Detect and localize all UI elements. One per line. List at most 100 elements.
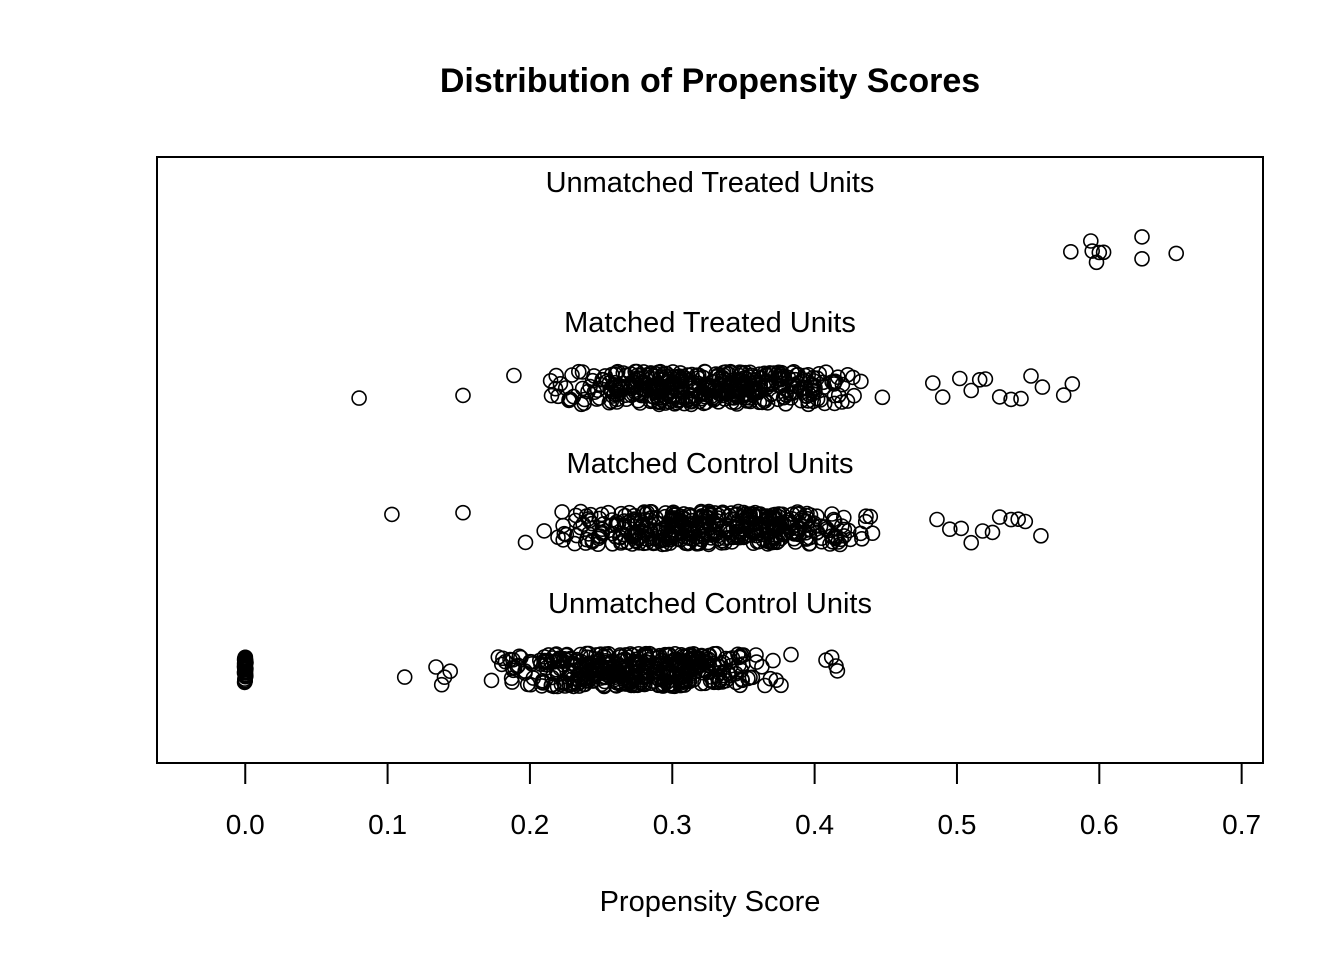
group-label-matched-treated: Matched Treated Units (564, 307, 856, 339)
point-group-2 (711, 382, 728, 399)
point-group-2 (627, 384, 644, 401)
point-group-2 (586, 368, 602, 384)
point-group-4 (442, 663, 459, 680)
point-group-2 (588, 391, 605, 407)
point-group-3 (677, 535, 694, 552)
point-group-4 (757, 677, 773, 694)
point-group-2 (816, 379, 833, 395)
point-group-3 (827, 529, 844, 546)
point-group-2 (830, 387, 847, 404)
point-group-2 (834, 376, 851, 393)
chart-title: Distribution of Propensity Scores (440, 62, 980, 100)
point-group-4 (661, 646, 678, 663)
point-group-2 (853, 373, 869, 390)
point-group-3 (617, 507, 633, 524)
point-group-2 (628, 363, 645, 380)
point-group-4 (748, 654, 765, 670)
point-group-2 (800, 392, 816, 409)
point-group-3 (550, 529, 566, 546)
point-group-2 (744, 384, 761, 401)
x-tick-label: 0.0 (226, 809, 265, 840)
point-group-1 (1063, 244, 1079, 260)
x-axis: 0.0 0.1 0.2 0.3 0.4 0.5 0.6 0.7 (226, 762, 1261, 840)
point-group-3 (615, 526, 632, 543)
point-group-3 (767, 526, 783, 543)
group-label-unmatched-control: Unmatched Control Units (548, 588, 872, 620)
point-group-3 (554, 504, 570, 520)
point-group-2 (770, 391, 786, 408)
point-group-1 (1084, 243, 1100, 259)
point-group-3 (705, 513, 722, 530)
point-group-4 (660, 654, 677, 670)
point-group-2 (613, 381, 629, 398)
point-group-3 (852, 525, 869, 542)
point-group-3 (604, 535, 621, 552)
point-group-2 (706, 381, 723, 398)
point-group-3 (624, 536, 641, 552)
point-group-4 (694, 664, 711, 681)
point-group-2 (582, 378, 598, 395)
point-group-3 (809, 508, 825, 525)
point-group-4 (577, 676, 593, 693)
point-group-1 (1083, 233, 1099, 249)
point-group-4 (558, 647, 575, 664)
point-group-4 (603, 664, 619, 680)
point-group-4 (546, 653, 563, 670)
point-group-3 (697, 513, 714, 530)
point-zero-cluster (237, 661, 253, 677)
point-group-2 (688, 367, 705, 384)
point-group-3 (568, 527, 585, 544)
group-label-unmatched-treated: Unmatched Treated Units (546, 167, 875, 199)
point-group-2 (506, 367, 522, 384)
point-group-3 (765, 507, 781, 523)
point-group-2 (700, 382, 717, 399)
point-group-2 (790, 366, 806, 383)
point-group-2 (576, 391, 593, 408)
point-group-4 (829, 663, 846, 679)
point-group-4 (595, 648, 612, 664)
point-group-2 (846, 387, 862, 404)
point-group-2 (963, 382, 980, 399)
point-group-2 (643, 366, 660, 382)
point-group-2 (971, 371, 988, 388)
point-group-3 (953, 520, 970, 537)
point-group-4 (433, 676, 450, 693)
point-group-4 (765, 652, 781, 669)
point-group-4 (636, 656, 652, 672)
point-group-4 (773, 677, 789, 694)
point-group-3 (799, 505, 815, 522)
point-group-3 (578, 531, 595, 548)
point-group-3 (637, 511, 654, 528)
point-group-3 (858, 508, 874, 525)
point-group-2 (642, 381, 658, 398)
point-group-3 (929, 511, 945, 528)
point-group-3 (759, 508, 775, 524)
point-group-4 (653, 655, 669, 672)
point-group-4 (658, 664, 675, 681)
point-group-4 (627, 651, 644, 668)
point-group-3 (724, 534, 740, 550)
point-group-1 (1134, 250, 1150, 267)
point-group-2 (977, 371, 994, 387)
point-group-3 (613, 535, 629, 551)
point-group-2 (729, 377, 746, 393)
point-group-3 (636, 504, 653, 520)
point-group-2 (747, 382, 763, 399)
point-group-3 (991, 509, 1008, 525)
point-group-3 (941, 521, 958, 538)
point-group-3 (663, 528, 680, 544)
point-group-4 (681, 648, 697, 664)
point-group-1 (1091, 244, 1108, 261)
point-group-2 (646, 377, 662, 393)
point-group-2 (1064, 376, 1081, 392)
point-group-3 (675, 510, 692, 526)
point-group-2 (826, 395, 843, 412)
point-group-1 (1095, 244, 1112, 261)
point-group-3 (626, 525, 643, 541)
x-tick-label: 0.3 (653, 809, 692, 840)
point-group-3 (793, 510, 810, 527)
point-group-4 (683, 660, 700, 677)
point-group-3 (603, 517, 620, 534)
point-group-2 (574, 364, 591, 380)
point-group-3 (735, 504, 752, 521)
